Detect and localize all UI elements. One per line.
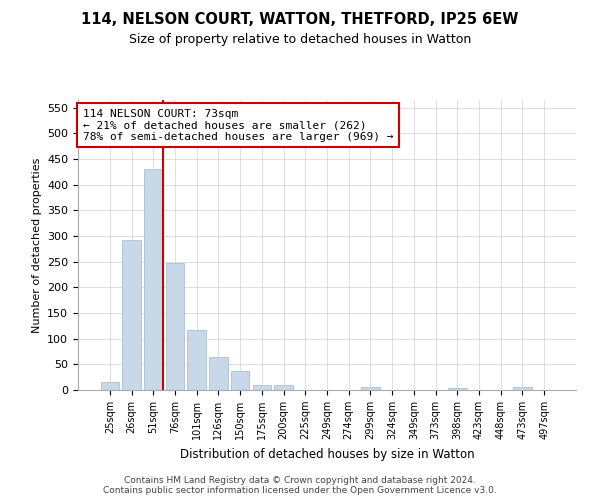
Bar <box>513 388 532 390</box>
Bar <box>253 385 271 390</box>
Bar <box>448 388 467 390</box>
Bar <box>122 240 141 390</box>
Bar <box>231 371 250 390</box>
Text: Contains HM Land Registry data © Crown copyright and database right 2024.
Contai: Contains HM Land Registry data © Crown c… <box>103 476 497 495</box>
Bar <box>166 262 184 390</box>
Bar <box>361 388 380 390</box>
Text: Size of property relative to detached houses in Watton: Size of property relative to detached ho… <box>129 32 471 46</box>
Bar <box>101 382 119 390</box>
Bar <box>209 356 227 390</box>
Bar <box>187 330 206 390</box>
Bar <box>144 170 163 390</box>
Text: 114, NELSON COURT, WATTON, THETFORD, IP25 6EW: 114, NELSON COURT, WATTON, THETFORD, IP2… <box>82 12 518 28</box>
X-axis label: Distribution of detached houses by size in Watton: Distribution of detached houses by size … <box>179 448 475 460</box>
Y-axis label: Number of detached properties: Number of detached properties <box>32 158 41 332</box>
Text: 114 NELSON COURT: 73sqm
← 21% of detached houses are smaller (262)
78% of semi-d: 114 NELSON COURT: 73sqm ← 21% of detache… <box>83 108 394 142</box>
Bar <box>274 385 293 390</box>
